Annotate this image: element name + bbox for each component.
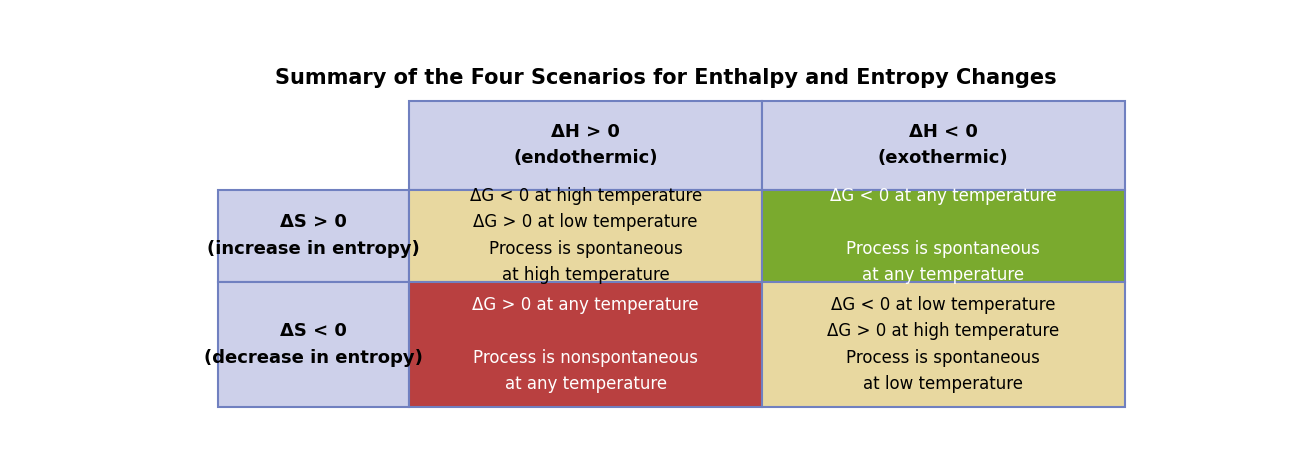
Bar xyxy=(410,282,762,407)
Bar xyxy=(762,100,1124,190)
Bar xyxy=(410,190,762,282)
Text: ΔS < 0
(decrease in entropy): ΔS < 0 (decrease in entropy) xyxy=(204,322,422,366)
Text: ΔG < 0 at high temperature
ΔG > 0 at low temperature
Process is spontaneous
at h: ΔG < 0 at high temperature ΔG > 0 at low… xyxy=(469,187,702,284)
Text: ΔH > 0
(endothermic): ΔH > 0 (endothermic) xyxy=(514,123,658,167)
Text: ΔH < 0
(exothermic): ΔH < 0 (exothermic) xyxy=(878,123,1009,167)
Text: ΔG < 0 at any temperature

Process is spontaneous
at any temperature: ΔG < 0 at any temperature Process is spo… xyxy=(829,187,1057,284)
Text: ΔG > 0 at any temperature

Process is nonspontaneous
at any temperature: ΔG > 0 at any temperature Process is non… xyxy=(472,296,699,393)
Text: ΔG < 0 at low temperature
ΔG > 0 at high temperature
Process is spontaneous
at l: ΔG < 0 at low temperature ΔG > 0 at high… xyxy=(827,296,1060,393)
Bar xyxy=(218,190,410,282)
Bar xyxy=(410,100,762,190)
Bar xyxy=(218,282,410,407)
Text: Summary of the Four Scenarios for Enthalpy and Entropy Changes: Summary of the Four Scenarios for Enthal… xyxy=(276,68,1057,88)
Bar xyxy=(762,190,1124,282)
Bar xyxy=(762,282,1124,407)
Text: ΔS > 0
(increase in entropy): ΔS > 0 (increase in entropy) xyxy=(207,213,420,258)
